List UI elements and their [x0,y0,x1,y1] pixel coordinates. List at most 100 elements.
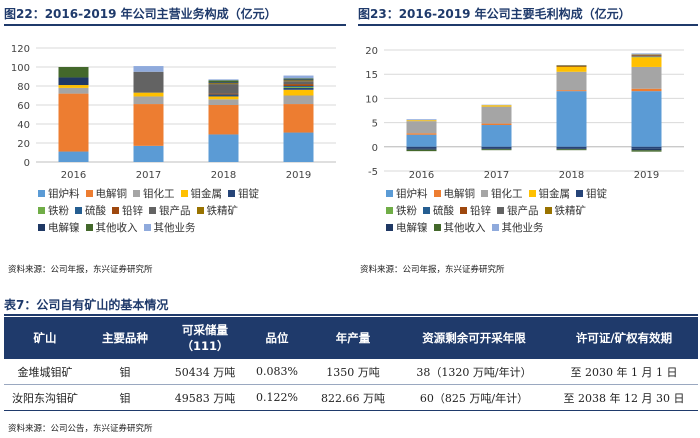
bar-segment [481,105,512,107]
bar-segment [481,125,512,147]
bar-segment [556,66,587,67]
bar-segment [283,132,314,162]
bar-segment [556,66,587,72]
x-tick-label: 2016 [61,170,86,181]
table-header-row: 矿山 主要品种 可采储量（111） 品位 年产量 资源剩余可开采年限 许可证/矿… [4,317,698,359]
legend-swatch [386,224,393,231]
bar-segment [58,85,89,88]
y-tick-label: 120 [11,44,30,55]
legend-item: 硫酸 [75,203,106,218]
legend-label: 银产品 [507,205,539,217]
legend-label: 铅锌 [122,205,143,217]
col-header-license: 许可证/矿权有效期 [550,317,698,359]
legend-swatch [149,207,156,214]
legend-item: 银产品 [497,203,539,218]
bar-segment [631,54,662,55]
legend-swatch [433,224,441,231]
bar-segment [481,123,512,126]
legend-item: 电解镍 [386,220,428,235]
legend-item: 其他收入 [433,220,486,235]
legend-item: 电解镍 [38,220,80,235]
cell-remaining-years: 60（825 万吨/年计） [398,384,550,411]
col-header-reserves: 可采储量（111） [164,317,246,359]
legend-item: 其他业务 [143,220,196,235]
legend-item: 硫酸 [423,203,454,218]
bar-segment [631,66,662,89]
legend-label: 钼金属 [190,188,223,200]
bar-segment [556,91,587,147]
legend-swatch [386,190,393,197]
table7-title-rule [4,314,698,316]
legend-swatch [38,207,45,214]
table7-title: 表7：公司自有矿山的基本情况 [4,298,169,312]
bar-segment [631,57,662,67]
bar-segment [631,146,662,149]
x-tick-label: 2019 [634,170,659,181]
mines-table: 矿山 主要品种 可采储量（111） 品位 年产量 资源剩余可开采年限 许可证/矿… [4,317,698,411]
y-tick-label: 0 [24,158,30,169]
cell-grade: 0.122% [246,384,308,411]
legend-item: 钼锭 [228,186,259,201]
legend-swatch [38,224,45,231]
bar-segment [481,146,512,149]
bar-segment [283,84,314,86]
bar-segment [406,134,437,147]
bar-segment [283,81,314,85]
legend-item: 铁粉 [38,203,69,218]
legend-label: 钼炉料 [48,188,80,200]
col-header-grade: 品位 [246,317,308,359]
cell-output: 822.66 万吨 [308,384,398,411]
table-row: 汝阳东沟钼矿 钼 49583 万吨 0.122% 822.66 万吨 60（82… [4,384,698,411]
bar-segment [631,56,662,57]
legend-item: 铅锌 [112,203,143,218]
cell-license: 至 2030 年 1 月 1 日 [550,359,698,385]
table-row: 金堆城钼矿 钼 50434 万吨 0.083% 1350 万吨 38（1320 … [4,359,698,385]
fig23-legend: 钼炉料 电解铜 钼化工 钼金属 钼锭 铁粉 硫酸 铅锌 银产品 铁精矿 电解镍 其他收入 其他业务 [386,185,613,236]
legend-swatch [143,224,151,231]
cell-mine: 汝阳东沟钼矿 [4,384,86,411]
x-tick-label: 2016 [409,170,434,181]
legend-swatch [38,190,45,197]
bar-segment [556,65,587,67]
bar-segment [556,71,587,91]
bar-segment [631,55,662,57]
fig23-chart: -5 0 5 10 15 20 2016 2017 2018 2019 [365,46,684,181]
bar-segment [208,105,239,135]
legend-label: 铁粉 [396,205,417,217]
cell-license: 至 2038 年 12 月 30 日 [550,384,698,411]
legend-label: 硫酸 [433,205,454,217]
legend-label: 电解铜 [443,188,476,200]
bar-segment [208,96,239,100]
fig22-chart: 0 20 40 60 80 100 120 2016 2017 2018 2019 [11,44,336,181]
cell-output: 1350 万吨 [308,359,398,385]
legend-swatch [75,207,82,214]
cell-reserves: 50434 万吨 [164,359,246,385]
bar-segment [631,148,662,151]
legend-label: 铁精矿 [554,205,587,217]
fig23-source: 资料来源：公司年报，东兴证券研究所 [360,265,505,275]
bar-segment [283,80,314,82]
legend-label: 钼锭 [238,188,259,200]
bar-segment [556,149,587,151]
bar-segment [58,67,89,78]
legend-row: 钼炉料 电解铜 钼化工 钼金属 钼锭 [38,185,265,202]
bar-segment [133,96,164,105]
bar-segment [208,93,239,95]
bar-segment [556,65,587,66]
cell-mine: 金堆城钼矿 [4,359,86,385]
y-tick-label: 40 [17,120,30,131]
legend-item: 电解铜 [433,186,476,201]
legend-label: 其他收入 [95,222,138,234]
legend-row: 电解镍 其他收入 其他业务 [386,219,613,236]
bar-segment [631,88,662,92]
bar-segment [406,121,437,134]
legend-swatch [423,207,430,214]
legend-label: 其他业务 [501,222,544,234]
legend-swatch [85,190,93,197]
bar-segment [631,56,662,58]
x-tick-label: 2018 [211,170,236,181]
bar-segment [208,79,239,81]
legend-item: 钼锭 [576,186,607,201]
legend-swatch [460,207,467,214]
bar-segment [631,54,662,56]
